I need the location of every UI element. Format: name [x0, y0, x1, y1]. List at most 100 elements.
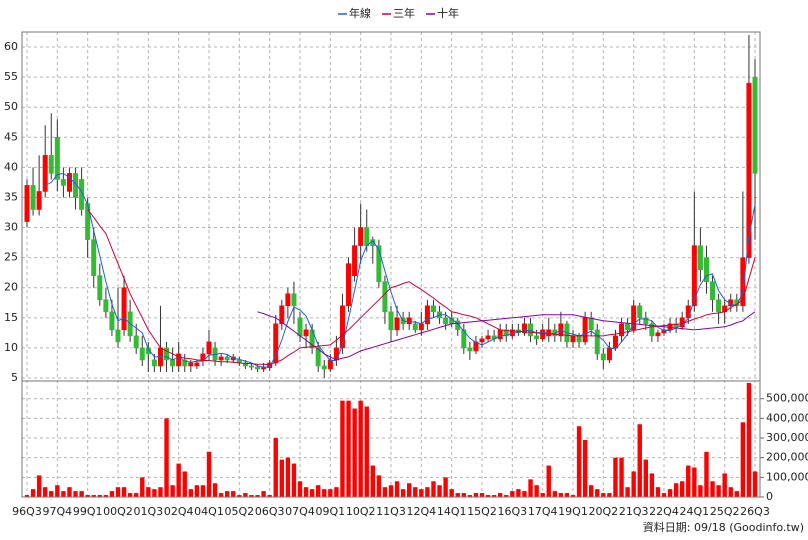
candle-body [418, 323, 424, 331]
volume-bar [673, 483, 679, 497]
candle-body [691, 245, 697, 307]
candle-body [279, 305, 285, 325]
candle-body [412, 323, 418, 331]
x-tick-label: 96Q3 [12, 505, 42, 518]
x-tick-label: 06Q3 [255, 505, 285, 518]
candle-body [430, 305, 436, 313]
volume-bar [746, 382, 752, 497]
candle-body [315, 347, 321, 367]
volume-bar [589, 485, 594, 497]
candle-body [455, 320, 461, 331]
y-tick-label: 60 [4, 40, 18, 53]
volume-bar [740, 422, 746, 497]
volume-bar [576, 426, 582, 497]
volume-bar [601, 493, 606, 497]
volume-bar [582, 439, 588, 497]
volume-bar [334, 487, 339, 497]
candle-body [103, 299, 109, 313]
y-tick-label: 50 [4, 100, 18, 113]
volume-bar [316, 485, 321, 497]
y-tick-label: 40 [4, 160, 18, 173]
volume-tick-label: 500,000 [766, 392, 808, 405]
candle-body [740, 257, 746, 307]
x-tick-label: 15Q2 [467, 505, 497, 518]
volume-bar [661, 493, 667, 497]
volume-bar [364, 406, 369, 497]
candle-body [24, 185, 30, 222]
volume-bar [182, 471, 187, 497]
x-tick-label: 17Q4 [528, 505, 558, 518]
candle-body [625, 323, 631, 331]
x-tick-label: 22Q4 [649, 505, 679, 518]
volume-bar [194, 485, 200, 497]
candle-body [497, 329, 503, 340]
volume-bar [516, 489, 521, 497]
volume-bar [722, 473, 727, 497]
volume-bar [243, 493, 248, 497]
volume-bar [79, 491, 84, 497]
volume-bar [504, 495, 509, 497]
ma-line [87, 209, 756, 366]
x-tick-label: 11Q3 [376, 505, 406, 518]
candle-body [42, 155, 48, 192]
volume-tick-label: 400,000 [766, 411, 808, 424]
volume-bar [637, 424, 642, 497]
candle-body [327, 359, 333, 370]
volume-bar [546, 465, 551, 497]
candle-body [710, 281, 716, 301]
volume-bar [206, 451, 212, 497]
volume-bar [152, 489, 157, 497]
volume-bar [419, 489, 424, 497]
volume-bar [303, 487, 309, 497]
volume-tick-label: 200,000 [766, 451, 808, 464]
legend-label: 十年 [437, 6, 459, 20]
volume-bar [680, 481, 685, 497]
x-tick-label: 07Q4 [285, 505, 315, 518]
volume-bar [358, 400, 363, 497]
candle-body [346, 263, 352, 307]
candle-body [139, 347, 145, 361]
volume-bar [376, 475, 382, 497]
volume-bar [400, 489, 406, 497]
candle-body [267, 362, 273, 369]
legend-label: 三年 [393, 6, 415, 20]
candle-body [164, 347, 170, 361]
volume-bar [370, 465, 375, 497]
volume-bar [528, 479, 533, 497]
volume-bar [127, 493, 133, 497]
candle-body [261, 367, 267, 370]
x-tick-label: 20Q2 [589, 505, 619, 518]
candle-body [176, 353, 182, 367]
ma-line [257, 311, 756, 361]
volume-bar [188, 489, 193, 497]
candle-body [36, 191, 42, 210]
candle-body [85, 203, 91, 240]
candle-body [388, 311, 394, 331]
volume-bar [425, 487, 430, 497]
x-tick-label: 02Q4 [164, 505, 194, 518]
volume-bar [140, 477, 145, 497]
volume-bar [455, 493, 460, 497]
volume-bar [479, 493, 485, 497]
volume-bar [619, 457, 624, 497]
volume-bar [267, 495, 272, 497]
volume-bar [309, 489, 315, 497]
x-tick-label: 19Q1 [558, 505, 588, 518]
candle-body [151, 359, 157, 367]
volume-bar [121, 487, 127, 497]
volume-bar [734, 491, 739, 497]
footer: 資料日期: 09/18 (Goodinfo.tw) [643, 520, 804, 534]
volume-bar [30, 489, 36, 497]
x-tick-label: 16Q3 [498, 505, 528, 518]
volume-bar [73, 491, 78, 497]
candle-body [376, 245, 382, 283]
candle-body [637, 305, 643, 319]
volume-bar [91, 495, 96, 497]
volume-bar [55, 485, 60, 497]
candle-body [73, 173, 79, 198]
volume-bar [522, 491, 527, 497]
volume-bar [249, 495, 254, 497]
y-tick-label: 30 [4, 221, 18, 234]
x-tick-label: 24Q1 [680, 505, 710, 518]
